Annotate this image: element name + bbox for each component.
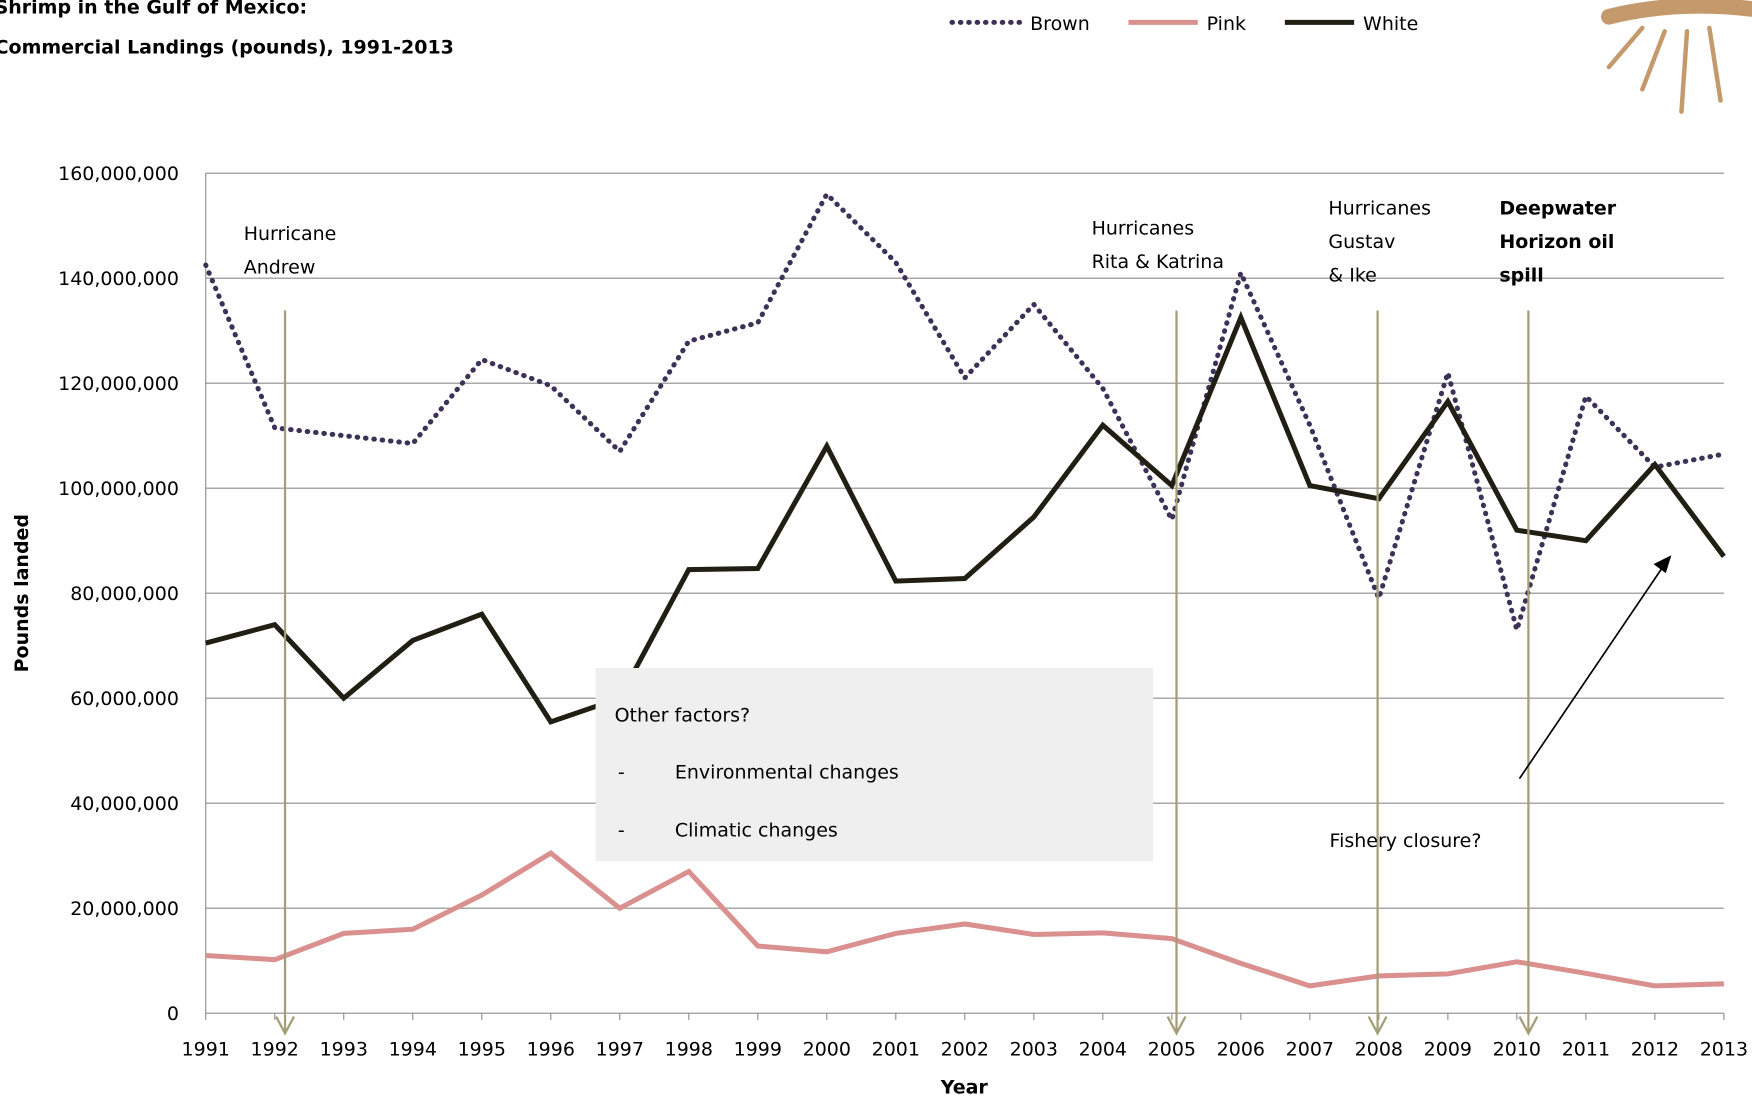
event-label: Deepwater [1499,197,1616,219]
chart-title: Shrimp in the Gulf of Mexico: [0,0,307,18]
y-tick-label: 20,000,000 [70,898,179,920]
x-tick-label: 2012 [1631,1039,1679,1061]
x-tick-label: 2008 [1355,1039,1403,1061]
x-tick-label: 1998 [665,1039,713,1061]
x-tick-label: 1996 [527,1039,575,1061]
y-axis-title: Pounds landed [11,514,33,672]
x-tick-label: 2010 [1493,1039,1541,1061]
event-label: & Ike [1328,265,1376,287]
x-tick-label: 1992 [251,1039,299,1061]
callout-arrowhead [1654,555,1672,573]
shrimp-icon [1609,6,1752,112]
y-tick-label: 140,000,000 [58,268,179,290]
x-tick-label: 1993 [320,1039,368,1061]
x-tick-label: 2004 [1079,1039,1127,1061]
x-axis-title: Year [940,1077,989,1097]
note-title: Other factors? [615,705,751,727]
series-line [206,194,1724,630]
x-tick-label: 2011 [1562,1039,1610,1061]
event-label: Hurricanes [1328,197,1431,219]
y-tick-label: 60,000,000 [70,688,179,710]
chart-title: Commercial Landings (pounds), 1991-2013 [0,37,454,59]
y-tick-label: 80,000,000 [70,583,179,605]
event-label: spill [1499,265,1543,287]
x-tick-label: 1999 [734,1039,782,1061]
note-item: Environmental changes [675,762,899,784]
x-tick-label: 1995 [458,1039,506,1061]
x-tick-label: 2000 [803,1039,851,1061]
event-label: Gustav [1328,231,1395,253]
chart: Shrimp in the Gulf of Mexico: Commercial … [0,0,1752,1097]
event-label: Rita & Katrina [1092,251,1224,273]
x-tick-label: 2006 [1217,1039,1265,1061]
series-line [206,853,1724,986]
x-tick-label: 1991 [182,1039,230,1061]
event-label: Hurricanes [1092,218,1195,240]
note-item: Climatic changes [675,820,838,842]
y-tick-label: 100,000,000 [58,478,179,500]
legend-label: Pink [1207,13,1246,35]
event-label: Andrew [244,257,316,279]
x-tick-label: 2002 [941,1039,989,1061]
note-bullet: - [618,820,625,842]
x-tick-label: 2001 [872,1039,920,1061]
y-tick-label: 40,000,000 [70,793,179,815]
y-tick-label: 160,000,000 [58,163,179,185]
legend-label: White [1363,13,1418,35]
x-tick-label: 1994 [389,1039,437,1061]
callout-label: Fishery closure? [1330,830,1482,852]
x-tick-label: 2009 [1424,1039,1472,1061]
y-tick-label: 120,000,000 [58,373,179,395]
callout-arrow [1519,564,1664,778]
event-label: Horizon oil [1499,231,1614,253]
note-bullet: - [618,762,625,784]
x-tick-label: 2005 [1148,1039,1196,1061]
x-tick-label: 2007 [1286,1039,1334,1061]
y-tick-label: 0 [167,1003,179,1025]
x-tick-label: 2013 [1700,1039,1748,1061]
x-tick-label: 2003 [1010,1039,1058,1061]
event-label: Hurricane [244,223,337,245]
x-tick-label: 1997 [596,1039,644,1061]
legend-label: Brown [1030,13,1090,35]
